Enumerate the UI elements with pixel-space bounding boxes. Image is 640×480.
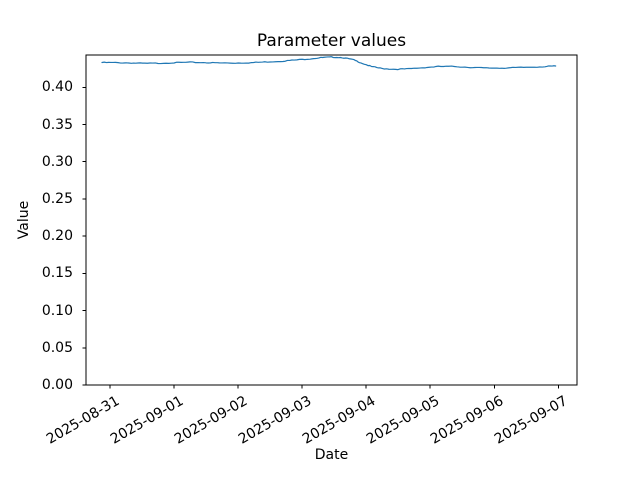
chart-title: Parameter values <box>256 31 407 51</box>
y-tick-label: 0.40 <box>41 79 73 96</box>
y-tick-label: 0.00 <box>41 377 73 393</box>
y-tick-label: 0.30 <box>41 153 73 170</box>
tick-marks <box>82 86 559 389</box>
y-tick-label: 0.10 <box>41 302 73 319</box>
y-tick-label: 0.15 <box>41 265 73 282</box>
y-tick-label: 0.25 <box>41 190 73 207</box>
y-tick-label: 0.05 <box>41 339 73 356</box>
y-tick-label: 0.20 <box>41 228 73 245</box>
y-tick-label: 0.35 <box>41 116 73 133</box>
x-axis-title: Date <box>314 447 349 463</box>
axes-frame <box>85 54 578 386</box>
series-line <box>101 56 557 71</box>
